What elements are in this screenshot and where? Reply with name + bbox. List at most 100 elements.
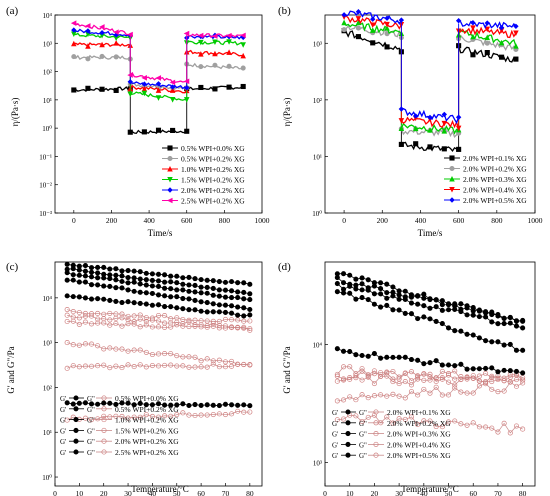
data-point — [169, 84, 176, 90]
gpp-point — [353, 375, 359, 381]
gp-point — [88, 265, 95, 271]
data-point — [113, 29, 119, 35]
gpp-point — [384, 393, 390, 399]
gp-point — [155, 302, 162, 308]
gp-point — [143, 282, 149, 288]
gpp-point — [489, 425, 495, 431]
data-point — [141, 90, 148, 97]
data-point — [484, 26, 491, 33]
gp-point — [192, 297, 198, 304]
legend-marker — [449, 165, 455, 172]
legend-label: 2.0% WPI+0.1% XG — [463, 154, 527, 163]
data-point — [70, 20, 77, 26]
gpp-point — [390, 376, 396, 382]
gpp-point — [229, 358, 235, 364]
gpp-point — [489, 375, 495, 381]
gp-point — [162, 293, 168, 299]
x-axis-label: Time/s — [148, 228, 173, 238]
gpp-point — [513, 383, 520, 389]
legend-prefix-gp: G' — [60, 406, 66, 414]
gpp-point — [204, 412, 210, 418]
y-tick-label: 10³ — [313, 40, 322, 48]
gp-point — [95, 270, 101, 276]
gpp-point — [186, 364, 192, 370]
gpp-point — [180, 323, 186, 329]
gpp-point — [235, 408, 241, 414]
gp-point — [439, 321, 445, 327]
data-point — [113, 40, 119, 46]
gp-point — [137, 269, 143, 275]
gp-point — [365, 285, 371, 291]
gp-point — [483, 310, 489, 316]
gp-point — [365, 297, 371, 303]
plot-frame — [324, 14, 536, 214]
y-tick-label: 10⁴ — [43, 295, 53, 303]
gp-point — [433, 318, 439, 324]
gp-point — [149, 290, 155, 297]
gp-point — [149, 277, 155, 283]
y-tick-label: 10¹ — [43, 97, 52, 105]
data-point — [169, 97, 176, 103]
gp-point — [162, 304, 168, 310]
gp-point — [125, 299, 131, 305]
gpp-point — [64, 365, 70, 371]
gpp-point — [95, 416, 101, 422]
gp-point — [520, 370, 526, 376]
gp-point — [95, 282, 101, 288]
x-tick-label: 200 — [106, 216, 118, 225]
gpp-point — [76, 315, 82, 321]
gpp-point — [483, 379, 489, 385]
x-tick-label: 50 — [173, 489, 181, 496]
legend-prefix-gpp: G" — [87, 427, 95, 435]
panel-label: (c) — [6, 261, 19, 273]
gpp-point — [340, 376, 347, 382]
gp-point — [247, 312, 253, 318]
gpp-point — [70, 309, 76, 315]
data-point — [71, 54, 77, 60]
gpp-point — [119, 315, 125, 321]
gpp-point — [439, 368, 445, 374]
gpp-point — [371, 412, 377, 418]
gp-point — [247, 291, 253, 297]
gpp-point — [155, 312, 162, 319]
legend-marker — [167, 197, 173, 204]
legend-prefix-gpp: G" — [359, 409, 367, 417]
gp-point — [222, 309, 229, 315]
gp-point — [216, 287, 222, 293]
gpp-point — [131, 313, 137, 319]
data-point — [212, 86, 218, 92]
data-point — [99, 86, 105, 92]
gpp-line — [67, 363, 250, 369]
gpp-point — [210, 318, 216, 324]
gpp-point — [64, 417, 70, 423]
gp-point — [204, 277, 210, 283]
gpp-point — [88, 321, 95, 327]
gp-point — [95, 264, 101, 270]
gp-point — [82, 273, 88, 279]
gpp-point — [186, 354, 192, 360]
data-point — [155, 75, 162, 81]
gpp-point — [483, 424, 489, 430]
gpp-point — [101, 362, 107, 368]
gp-point — [421, 361, 427, 367]
gpp-point — [155, 324, 162, 330]
data-point — [370, 16, 376, 22]
gp-point — [198, 290, 204, 296]
data-point — [226, 84, 232, 90]
gp-point — [180, 287, 186, 293]
gpp-point — [445, 371, 452, 377]
gp-point — [149, 302, 155, 308]
gpp-point — [192, 412, 198, 419]
data-point — [85, 28, 91, 34]
gp-point — [476, 335, 482, 341]
gpp-point — [162, 313, 168, 319]
gp-point — [149, 271, 155, 277]
gp-point — [192, 282, 198, 289]
gpp-point — [235, 361, 241, 368]
gp-point — [204, 284, 210, 290]
legend-label: 0.5% WPI+0.2% XG — [115, 405, 179, 414]
gp-point — [186, 288, 192, 294]
gp-point — [340, 280, 347, 286]
gp-point — [101, 271, 107, 277]
gp-point — [489, 365, 495, 371]
